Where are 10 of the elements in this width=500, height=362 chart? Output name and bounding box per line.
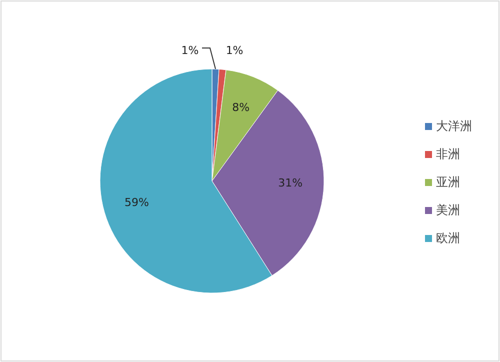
data-label: 59% xyxy=(124,196,149,209)
data-label: 8% xyxy=(232,101,250,114)
data-label: 1% xyxy=(226,44,244,58)
legend-label: 美洲 xyxy=(436,203,460,218)
legend-label: 大洋洲 xyxy=(436,119,472,134)
data-label: 1% xyxy=(181,44,199,58)
data-label: 31% xyxy=(278,176,303,190)
legend-label: 非洲 xyxy=(436,147,460,162)
legend-label: 亚洲 xyxy=(436,175,460,190)
legend-label: 欧洲 xyxy=(436,231,460,246)
